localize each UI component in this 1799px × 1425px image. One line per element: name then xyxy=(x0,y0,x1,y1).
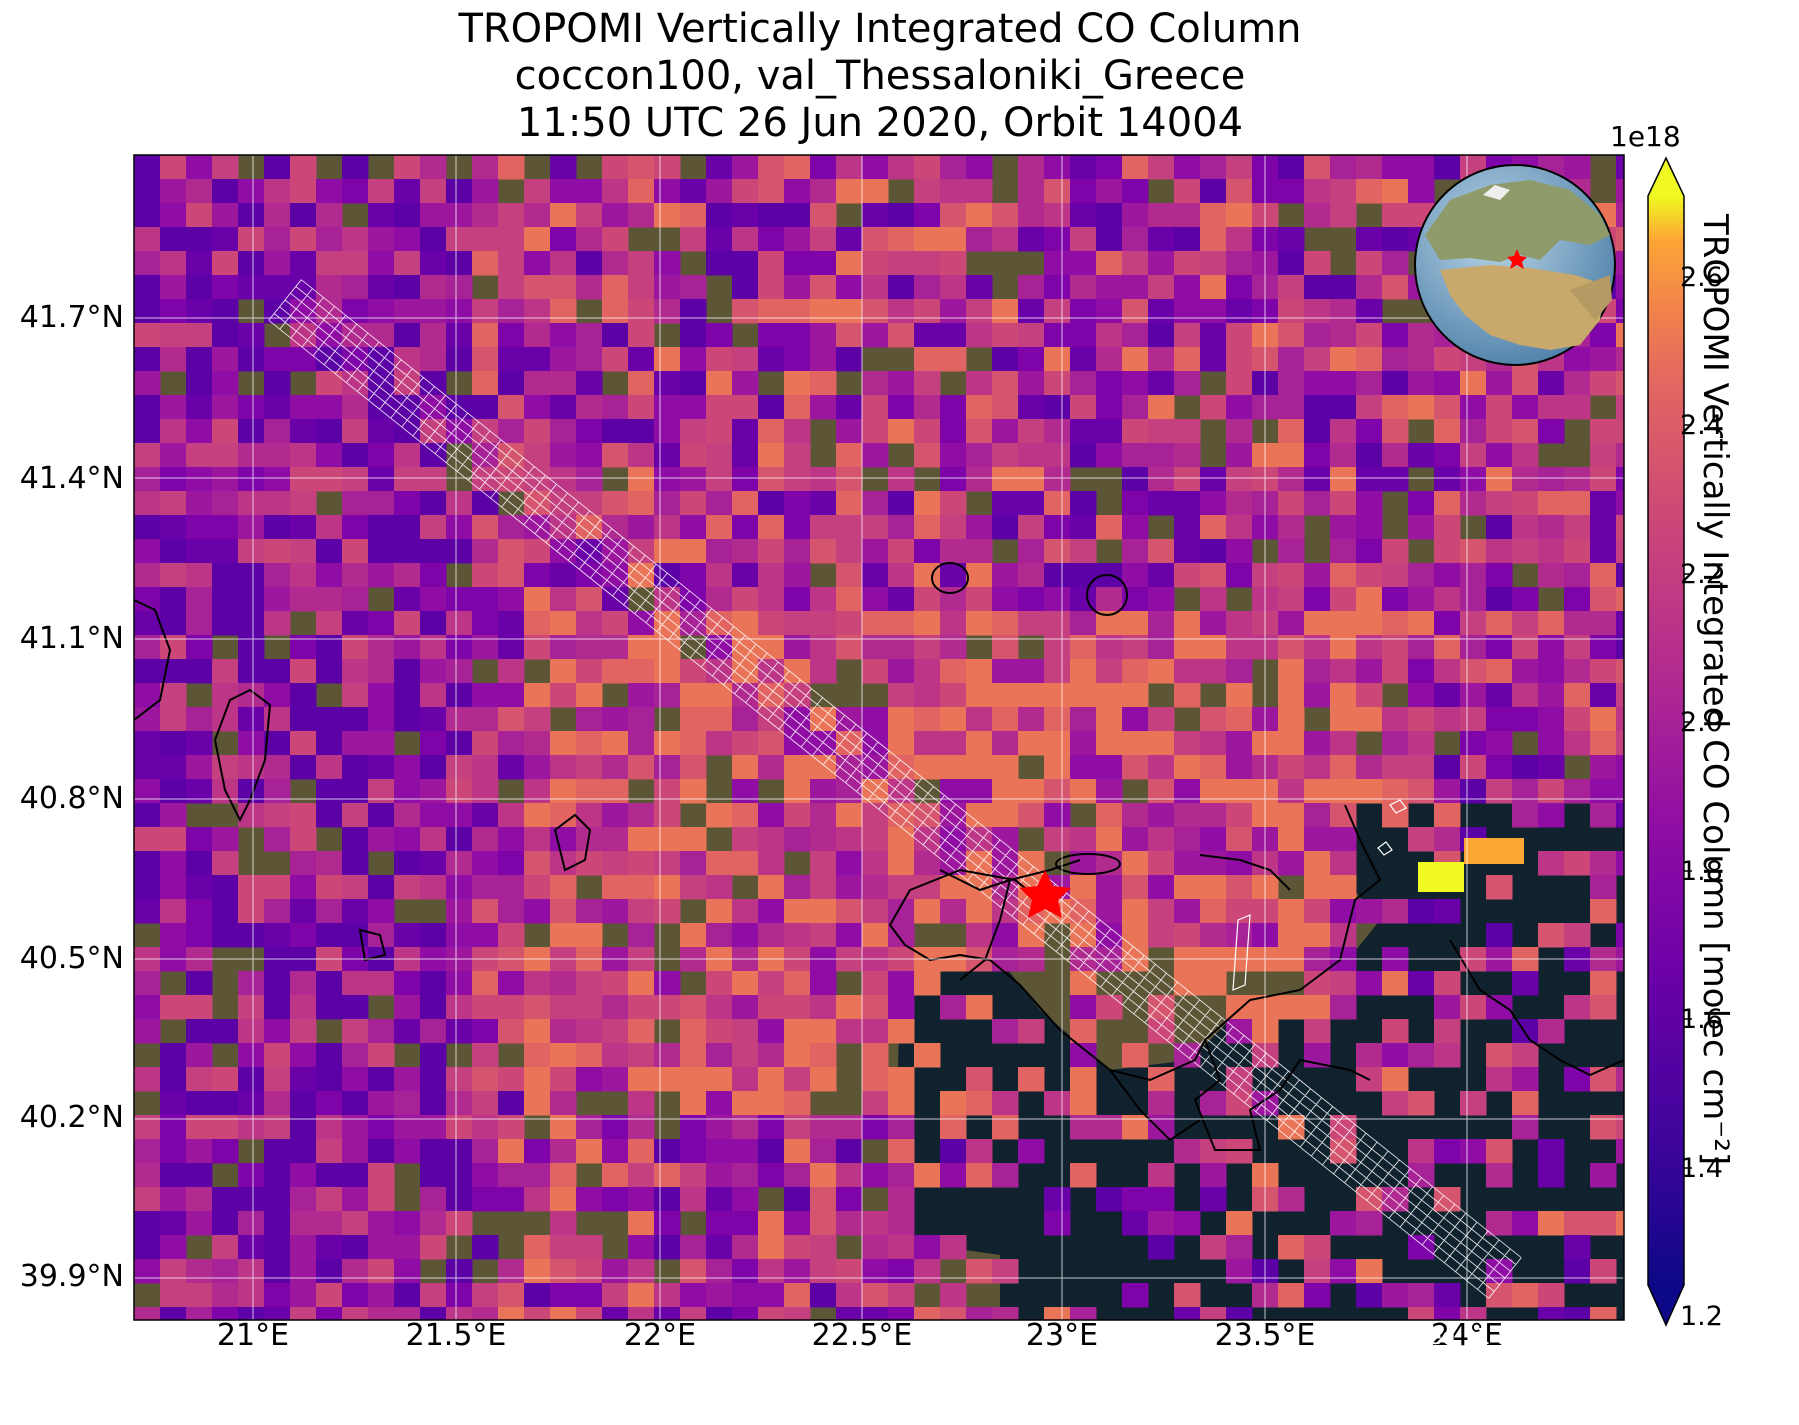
map-title-line3: 11:50 UTC 26 Jun 2020, Orbit 14004 xyxy=(516,100,1244,146)
colorbar-tick-1-8: 1.8 xyxy=(1680,856,1723,887)
colorbar-tick-2-2: 2.2 xyxy=(1680,559,1723,590)
lat-label-40-2: 40.2°N xyxy=(19,1100,124,1135)
colorbar-tick-2-0: 2.0 xyxy=(1680,707,1723,738)
map-title-line2: coccon100, val_Thessaloniki_Greece xyxy=(514,53,1246,99)
colorbar-tick-1-2: 1.2 xyxy=(1680,1301,1723,1332)
colorbar-tick-2-4: 2.4 xyxy=(1680,410,1723,441)
colorbar-tick-1-6: 1.6 xyxy=(1680,1004,1723,1035)
site-star-marker xyxy=(1019,870,1071,918)
colorbar xyxy=(1647,156,1692,1327)
lat-label-41-4: 41.4°N xyxy=(19,461,124,496)
colorbar-label: TROPOMI Vertically Integrated CO Column … xyxy=(1695,214,1735,1166)
globe-inset-icon xyxy=(1414,164,1616,366)
lat-label-41-7: 41.7°N xyxy=(19,300,124,335)
lat-label-41-1: 41.1°N xyxy=(19,621,124,656)
colorbar-tick-1-4: 1.4 xyxy=(1680,1153,1723,1184)
lat-label-40-5: 40.5°N xyxy=(19,941,124,976)
lon-label-21: 21°E xyxy=(216,1318,290,1353)
lon-label-22: 22°E xyxy=(623,1318,697,1353)
map-frame xyxy=(133,154,1625,1321)
credit-source: Source: NASA/JPL-Caltech xyxy=(1320,1355,1602,1380)
lat-label-40-8: 40.8°N xyxy=(19,781,124,816)
lon-label-21-5: 21.5°E xyxy=(405,1318,507,1353)
map-title-line1: TROPOMI Vertically Integrated CO Column xyxy=(458,6,1302,52)
lon-label-24: 24°E xyxy=(1430,1318,1504,1353)
coastline xyxy=(134,562,1624,1151)
credit-created: Created 11 Sep 2024 xyxy=(1368,1325,1603,1350)
colorbar-exponent: 1e18 xyxy=(1610,120,1681,153)
colorbar-tick-2-6: 2.6 xyxy=(1680,262,1723,293)
lon-label-23: 23°E xyxy=(1025,1318,1099,1353)
graticule xyxy=(134,155,1624,1320)
co-column-pixels xyxy=(134,155,1624,1320)
lon-label-23-5: 23.5°E xyxy=(1214,1318,1316,1353)
lat-label-39-9: 39.9°N xyxy=(19,1259,124,1294)
lon-label-22-5: 22.5°E xyxy=(811,1318,913,1353)
